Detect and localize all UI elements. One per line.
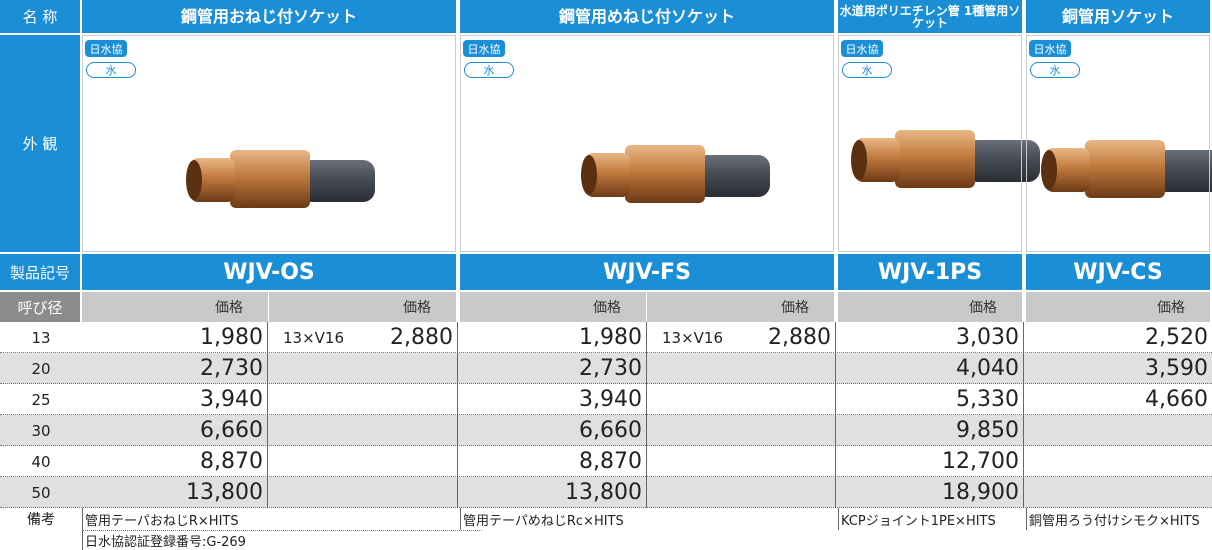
table-cell: 3,940 — [460, 384, 647, 415]
appearance-label: 外 観 — [0, 35, 80, 252]
badge: 日水協 — [85, 40, 127, 57]
model: WJV-OS — [82, 254, 456, 290]
appearance-cell — [82, 35, 456, 252]
product-name: 銅管用ソケット — [1026, 0, 1210, 33]
table-cell: 13×V16 — [283, 328, 345, 347]
table-cell: 30 — [31, 421, 51, 440]
price-header: 価格 — [82, 292, 268, 322]
remarks-label: 備考 — [27, 512, 55, 528]
model: WJV-CS — [1026, 254, 1210, 290]
table-cell: 5,330 — [838, 384, 1024, 415]
table-cell — [268, 446, 360, 477]
appearance-cell — [460, 35, 834, 252]
table-cell: 3,590 — [1145, 356, 1208, 381]
table-cell: 3,030 — [838, 322, 1024, 353]
note: 管用テーパおねじR×HITS — [82, 508, 456, 530]
table-cell: 25 — [31, 390, 51, 409]
size-label: 呼び径 — [0, 292, 80, 322]
price-header: 価格 — [647, 292, 834, 322]
badge-sub: 水 — [842, 62, 892, 78]
model: WJV-1PS — [838, 254, 1022, 290]
row-bg — [0, 415, 1212, 446]
table-cell — [268, 384, 360, 415]
row-bg — [0, 477, 1212, 508]
price-header: 価格 — [1026, 292, 1210, 322]
table-cell: 2,880 — [360, 322, 458, 353]
table-cell: 50 — [31, 483, 51, 502]
table-cell: 4,660 — [1145, 387, 1208, 412]
table-cell — [735, 384, 836, 415]
table-cell — [735, 415, 836, 446]
registration: 日水協認証登録番号:G-269 — [82, 530, 482, 550]
product-name: 鋼管用めねじ付ソケット — [460, 0, 834, 33]
price-header: 価格 — [460, 292, 646, 322]
table-cell — [647, 353, 735, 384]
table-cell: 13 — [31, 328, 51, 347]
appearance-cell — [1026, 35, 1210, 252]
note: KCPジョイント1PE×HITS — [838, 508, 1022, 530]
table-cell: 4,040 — [838, 353, 1024, 384]
model-label: 製品記号 — [0, 254, 80, 290]
table-cell — [1026, 477, 1212, 508]
price-header: 価格 — [269, 292, 456, 322]
table-cell: 13×V16 — [662, 328, 724, 347]
table-cell: 1,980 — [460, 322, 647, 353]
product-name: 水道用ポリエチレン管 1種管用ソケット — [838, 0, 1022, 33]
table-cell — [360, 446, 458, 477]
badge: 日水協 — [463, 40, 505, 57]
table-cell — [647, 415, 735, 446]
table-cell: 12,700 — [838, 446, 1024, 477]
table-cell — [647, 477, 735, 508]
table-cell — [735, 353, 836, 384]
note: 銅管用ろう付けシモク×HITS — [1026, 508, 1210, 530]
table-cell — [360, 477, 458, 508]
table-cell — [268, 415, 360, 446]
row-bg — [0, 446, 1212, 477]
table-cell — [268, 353, 360, 384]
price-header: 価格 — [838, 292, 1022, 322]
name-label: 名 称 — [0, 0, 80, 33]
row-bg — [0, 353, 1212, 384]
table-cell — [360, 415, 458, 446]
model: WJV-FS — [460, 254, 834, 290]
table-cell: 13,800 — [82, 477, 268, 508]
table-cell — [647, 384, 735, 415]
table-cell: 20 — [31, 359, 51, 378]
table-cell: 2,880 — [735, 322, 836, 353]
row-bg — [0, 322, 1212, 353]
table-cell: 40 — [31, 452, 51, 471]
table-cell — [735, 477, 836, 508]
table-cell: 6,660 — [82, 415, 268, 446]
table-cell: 8,870 — [82, 446, 268, 477]
table-cell — [360, 384, 458, 415]
table-cell — [735, 446, 836, 477]
badge: 日水協 — [1029, 40, 1071, 57]
table-cell: 3,940 — [82, 384, 268, 415]
badge-sub: 水 — [464, 62, 514, 78]
badge-sub: 水 — [86, 62, 136, 78]
table-cell — [647, 446, 735, 477]
table-cell: 2,730 — [460, 353, 647, 384]
table-cell — [1026, 446, 1212, 477]
badge: 日水協 — [841, 40, 883, 57]
table-cell — [1026, 415, 1212, 446]
row-bg — [0, 384, 1212, 415]
table-cell: 18,900 — [838, 477, 1024, 508]
product-name: 鋼管用おねじ付ソケット — [82, 0, 456, 33]
table-cell: 2,730 — [82, 353, 268, 384]
table-cell: 8,870 — [460, 446, 647, 477]
table-cell: 2,520 — [1145, 325, 1208, 350]
table-cell: 13,800 — [460, 477, 647, 508]
table-cell — [268, 477, 360, 508]
appearance-cell — [838, 35, 1022, 252]
note: 管用テーパめねじRc×HITS — [460, 508, 834, 530]
table-cell — [360, 353, 458, 384]
badge-sub: 水 — [1030, 62, 1080, 78]
table-cell: 6,660 — [460, 415, 647, 446]
table-cell: 1,980 — [82, 322, 268, 353]
table-cell: 9,850 — [838, 415, 1024, 446]
